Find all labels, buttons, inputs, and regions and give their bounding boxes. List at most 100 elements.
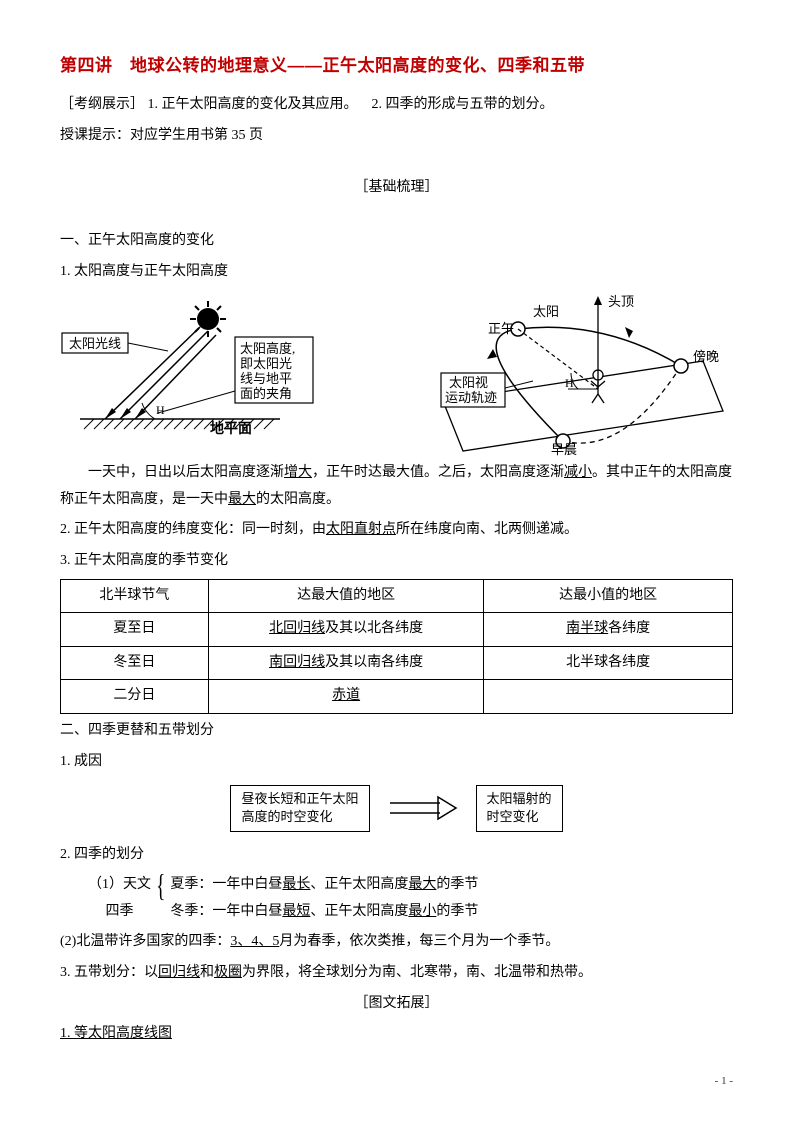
seasons-lead: （1）天文 四季 bbox=[88, 872, 151, 925]
flow-left-1: 昼夜长短和正午太阳 bbox=[241, 790, 358, 808]
th-3: 达最小值的地区 bbox=[484, 579, 733, 613]
sun-label: 太阳 bbox=[533, 304, 559, 319]
evening-label: 傍晚 bbox=[693, 349, 719, 364]
body-1a: 一天中，日出以后太阳高度逐渐 bbox=[88, 465, 284, 480]
section-2-heading: 二、四季更替和五带划分 bbox=[60, 718, 733, 745]
section-2-2: 2. 四季的划分 bbox=[60, 842, 733, 869]
morning-label: 早晨 bbox=[551, 442, 577, 456]
angle-label-4: 面的夹角 bbox=[240, 386, 292, 401]
s23-c: 为界限，将全球划分为南、北寒带，南、北温带和热带。 bbox=[242, 965, 592, 980]
r3c2u: 赤道 bbox=[332, 688, 360, 703]
section-1-2: 2. 正午太阳高度的纬度变化：同一时刻，由太阳直射点所在纬度向南、北两侧递减。 bbox=[60, 517, 733, 544]
sum-a: 夏季：一年中白昼 bbox=[170, 877, 282, 892]
r1c3: 南半球各纬度 bbox=[484, 613, 733, 647]
r2c2u: 南回归线 bbox=[269, 655, 325, 670]
win-a: 冬季：一年中白昼 bbox=[170, 904, 282, 919]
sum-u2: 最大 bbox=[408, 877, 436, 892]
brace-icon: { bbox=[156, 872, 165, 899]
s23-u1: 回归线 bbox=[158, 965, 200, 980]
r1c2: 北回归线及其以北各纬度 bbox=[208, 613, 484, 647]
s22b-u: 3、4、5 bbox=[230, 934, 279, 949]
h-label-left: H bbox=[156, 403, 165, 417]
zenith-label: 头顶 bbox=[608, 294, 634, 309]
r1c2u: 北回归线 bbox=[269, 621, 325, 636]
sec1-2u: 太阳直射点 bbox=[326, 522, 396, 537]
body-1u3: 最大 bbox=[228, 492, 256, 507]
flow-left-box: 昼夜长短和正午太阳 高度的时空变化 bbox=[230, 785, 369, 831]
track-label-1: 太阳视 bbox=[449, 375, 488, 390]
r2c1: 冬至日 bbox=[61, 646, 209, 680]
r1c3b: 各纬度 bbox=[608, 621, 650, 636]
noon-label: 正午 bbox=[488, 321, 514, 336]
seasons-lead-2: 四季 bbox=[88, 899, 151, 926]
section-1-1: 1. 太阳高度与正午太阳高度 bbox=[60, 259, 733, 286]
flow-arrow-icon bbox=[388, 794, 458, 822]
season-table: 北半球节气 达最大值的地区 达最小值的地区 夏至日 北回归线及其以北各纬度 南半… bbox=[60, 579, 733, 714]
body-1d: 的太阳高度。 bbox=[256, 492, 340, 507]
th-2: 达最大值的地区 bbox=[208, 579, 484, 613]
astronomical-seasons: （1）天文 四季 { 夏季：一年中白昼最长、正午太阳高度最大的季节 冬季：一年中… bbox=[88, 872, 733, 925]
winter-def: 冬季：一年中白昼最短、正午太阳高度最小的季节 bbox=[170, 899, 478, 926]
r3c3 bbox=[484, 680, 733, 714]
flow-right-2: 时空变化 bbox=[487, 808, 552, 826]
s23-b: 和 bbox=[200, 965, 214, 980]
section-2-1: 1. 成因 bbox=[60, 749, 733, 776]
body-1u2: 减小 bbox=[564, 465, 592, 480]
ground-label: 地平面 bbox=[210, 420, 252, 437]
seasons-lead-1: （1）天文 bbox=[88, 872, 151, 899]
section-1-heading: 一、正午太阳高度的变化 bbox=[60, 228, 733, 255]
win-u1: 最短 bbox=[282, 904, 310, 919]
r3c2: 赤道 bbox=[208, 680, 484, 714]
s22b-b: 月为春季，依次类推，每三个月为一个季节。 bbox=[279, 934, 559, 949]
flow-left-2: 高度的时空变化 bbox=[241, 808, 358, 826]
extension-1: 1. 等太阳高度线图 bbox=[60, 1021, 733, 1048]
sun-rays-diagram: H 太阳光线 太阳高度, 即太阳光 线与地平 面的夹角 地平面 bbox=[60, 291, 370, 441]
sun-path-diagram: 头顶 H 太阳 正午 傍晚 早晨 太阳视 运动轨迹 bbox=[403, 291, 733, 456]
body-1b: ，正午时达最大值。之后，太阳高度逐渐 bbox=[312, 465, 564, 480]
section-2-3: 3. 五带划分：以回归线和极圈为界限，将全球划分为南、北寒带，南、北温带和热带。 bbox=[60, 960, 733, 987]
summer-def: 夏季：一年中白昼最长、正午太阳高度最大的季节 bbox=[170, 872, 478, 899]
r2c2b: 及其以南各纬度 bbox=[325, 655, 423, 670]
win-c: 的季节 bbox=[436, 904, 478, 919]
extension-heading: ［图文拓展］ bbox=[60, 991, 733, 1018]
syllabus-item-1: 1. 正午太阳高度的变化及其应用。 bbox=[148, 97, 358, 112]
table-row: 夏至日 北回归线及其以北各纬度 南半球各纬度 bbox=[61, 613, 733, 647]
page-title: 第四讲 地球公转的地理意义——正午太阳高度的变化、四季和五带 bbox=[60, 50, 733, 82]
angle-label-3: 线与地平 bbox=[240, 371, 292, 386]
sum-b: 、正午太阳高度 bbox=[310, 877, 408, 892]
section-1-3: 3. 正午太阳高度的季节变化 bbox=[60, 548, 733, 575]
flow-right-1: 太阳辐射的 bbox=[487, 790, 552, 808]
sum-c: 的季节 bbox=[436, 877, 478, 892]
table-row: 北半球节气 达最大值的地区 达最小值的地区 bbox=[61, 579, 733, 613]
r1c1: 夏至日 bbox=[61, 613, 209, 647]
s23-u2: 极圈 bbox=[214, 965, 242, 980]
r1c2b: 及其以北各纬度 bbox=[325, 621, 423, 636]
syllabus-item-2: 2. 四季的形成与五带的划分。 bbox=[372, 97, 554, 112]
angle-label-1: 太阳高度, bbox=[240, 341, 295, 356]
seasons-defs: 夏季：一年中白昼最长、正午太阳高度最大的季节 冬季：一年中白昼最短、正午太阳高度… bbox=[170, 872, 478, 925]
body-1u1: 增大 bbox=[284, 465, 312, 480]
angle-label-2: 即太阳光 bbox=[240, 356, 292, 371]
r3c1: 二分日 bbox=[61, 680, 209, 714]
r2c3: 北半球各纬度 bbox=[484, 646, 733, 680]
sun-rays-label: 太阳光线 bbox=[69, 336, 121, 351]
cause-flow: 昼夜长短和正午太阳 高度的时空变化 太阳辐射的 时空变化 bbox=[60, 785, 733, 831]
sum-u1: 最长 bbox=[282, 877, 310, 892]
th-1: 北半球节气 bbox=[61, 579, 209, 613]
win-u2: 最小 bbox=[408, 904, 436, 919]
diagram-row: H 太阳光线 太阳高度, 即太阳光 线与地平 面的夹角 地平面 bbox=[60, 291, 733, 456]
teach-hint: 授课提示：对应学生用书第 35 页 bbox=[60, 123, 733, 150]
body-1: 一天中，日出以后太阳高度逐渐增大，正午时达最大值。之后，太阳高度逐渐减小。其中正… bbox=[60, 460, 733, 513]
sec1-2b: 所在纬度向南、北两侧递减。 bbox=[396, 522, 578, 537]
r2c2: 南回归线及其以南各纬度 bbox=[208, 646, 484, 680]
ext-1-text: 1. 等太阳高度线图 bbox=[60, 1026, 172, 1041]
s23-a: 3. 五带划分：以 bbox=[60, 965, 158, 980]
syllabus-label: ［考纲展示］ bbox=[60, 97, 144, 112]
page-number: - 1 - bbox=[715, 1071, 733, 1092]
sec1-2a: 2. 正午太阳高度的纬度变化：同一时刻，由 bbox=[60, 522, 326, 537]
basics-heading: ［基础梳理］ bbox=[60, 175, 733, 202]
flow-right-box: 太阳辐射的 时空变化 bbox=[476, 785, 563, 831]
s22b-a: (2)北温带许多国家的四季： bbox=[60, 934, 230, 949]
r1c3u: 南半球 bbox=[566, 621, 608, 636]
section-2-2b: (2)北温带许多国家的四季：3、4、5月为春季，依次类推，每三个月为一个季节。 bbox=[60, 929, 733, 956]
